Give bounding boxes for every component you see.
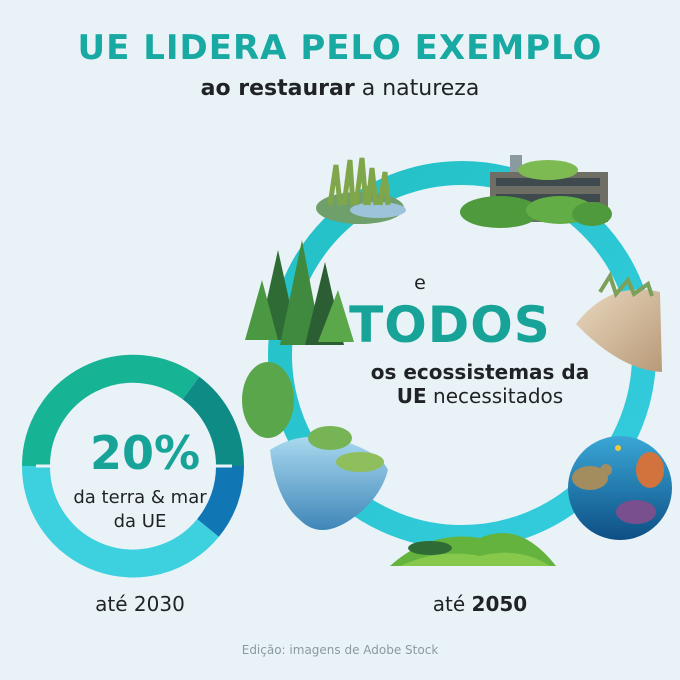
page-title: UE LIDERA PELO EXEMPLO — [77, 28, 603, 68]
deadline-2030: até 2030 — [95, 592, 185, 616]
deadline-2050: até 2050 — [390, 592, 570, 616]
green-building-image — [460, 155, 612, 228]
ecosystems-eu: UE — [396, 384, 427, 408]
headline-todos: TODOS — [349, 296, 551, 354]
dunes-image — [576, 271, 662, 372]
page-subtitle: ao restaurar a natureza — [0, 76, 680, 101]
wetland-image — [316, 157, 406, 224]
forest-image — [245, 240, 354, 345]
percentage-value: 20% — [89, 426, 201, 480]
image-credit: Edição: imagens de Adobe Stock — [241, 643, 439, 657]
subtitle-bold: ao restaurar — [200, 76, 355, 101]
subtitle-rest: a natureza — [354, 76, 480, 101]
small-ring-segment-dark-teal — [182, 376, 245, 467]
ecosystems-line-2: UE necessitados — [320, 384, 640, 408]
land-sea-line-1: da terra & mar — [73, 487, 207, 508]
sea-image — [568, 436, 672, 540]
deadline-2050-prefix: até — [432, 592, 472, 616]
small-ring — [21, 354, 245, 578]
small-ring-segment-cyan — [21, 465, 219, 578]
ecosystems-line-1: os ecossistemas da — [370, 360, 590, 384]
deadline-2050-year: 2050 — [471, 592, 528, 616]
small-ring-segment-green — [21, 354, 200, 467]
river-image — [242, 362, 388, 530]
meadow-image — [390, 532, 556, 566]
connector-text: e — [414, 272, 426, 294]
land-sea-line-2: da UE — [113, 511, 167, 532]
small-ring-segment-blue — [196, 465, 245, 537]
ecosystems-needed: necessitados — [426, 384, 564, 408]
